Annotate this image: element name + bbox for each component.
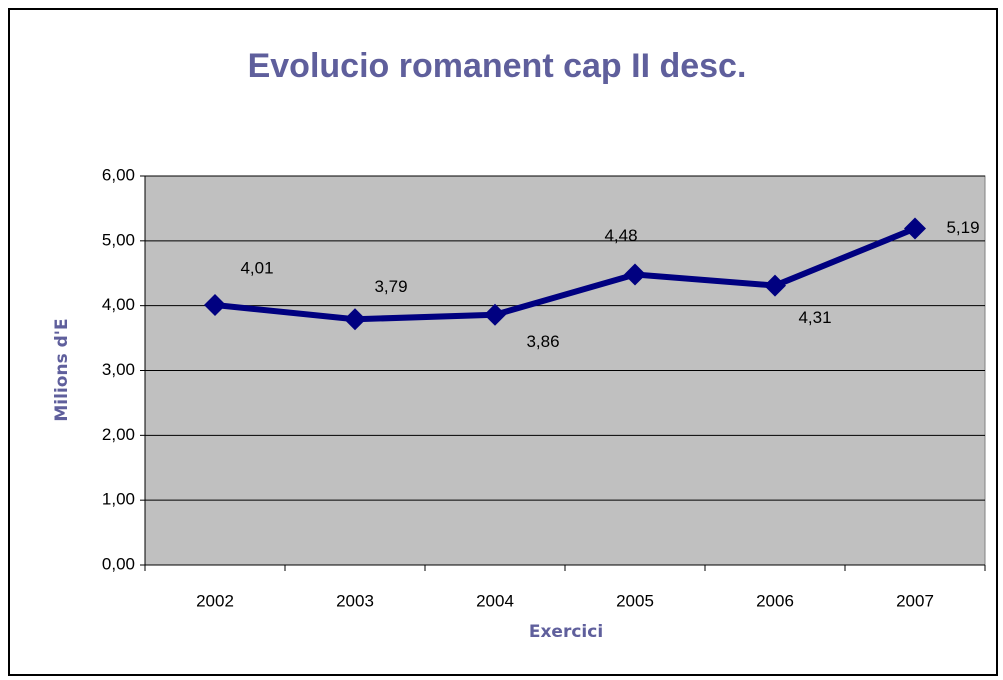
- value-label: 3,86: [526, 332, 559, 351]
- x-tick-label: 2003: [336, 591, 374, 610]
- x-axis-title: Exercici: [529, 622, 603, 642]
- y-tick-label: 2,00: [102, 425, 135, 444]
- y-tick-label: 0,00: [102, 554, 135, 573]
- x-tick-label: 2005: [616, 591, 654, 610]
- value-label: 3,79: [374, 277, 407, 296]
- value-label: 4,48: [604, 226, 637, 245]
- y-axis-title: Milions d'E: [52, 318, 72, 421]
- y-tick-label: 4,00: [102, 295, 135, 314]
- marker: [904, 217, 926, 240]
- x-tick-label: 2007: [896, 591, 934, 610]
- x-tick-label: 2006: [756, 591, 794, 610]
- marker: [484, 303, 506, 326]
- chart-title: Evolucio romanent cap II desc.: [248, 47, 747, 85]
- marker: [204, 294, 226, 317]
- y-tick-label: 5,00: [102, 230, 135, 249]
- line: [214, 225, 917, 323]
- marker: [764, 274, 786, 297]
- value-label: 4,31: [798, 308, 831, 327]
- x-tick-label: 2004: [476, 591, 514, 610]
- y-tick-label: 3,00: [102, 360, 135, 379]
- y-tick-label: 6,00: [102, 165, 135, 184]
- x-tick-label: 2002: [196, 591, 234, 610]
- value-label: 5,19: [946, 218, 979, 237]
- marker: [344, 308, 366, 331]
- marker: [624, 263, 646, 286]
- value-label: 4,01: [240, 259, 273, 278]
- y-tick-label: 1,00: [102, 490, 135, 509]
